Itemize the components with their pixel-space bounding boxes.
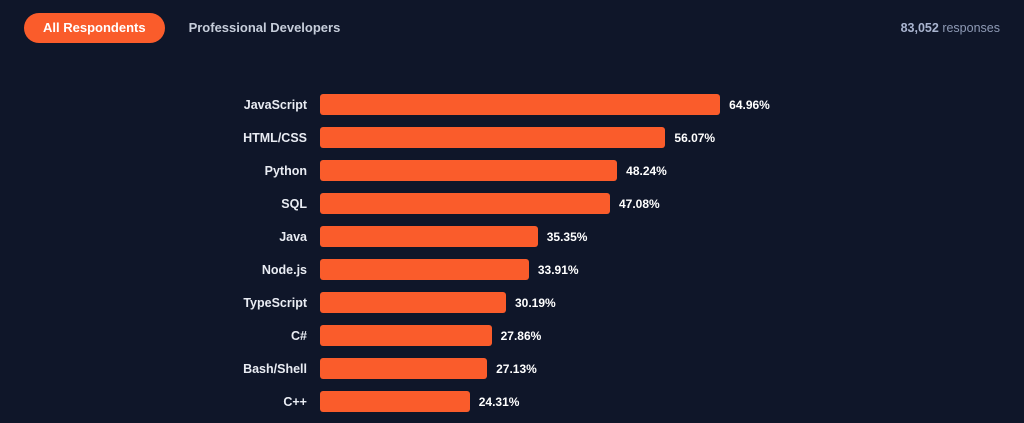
tab-all-respondents[interactable]: All Respondents	[24, 12, 165, 43]
bar-area: 30.19%	[320, 292, 1024, 313]
tab-professional-developers[interactable]: Professional Developers	[189, 13, 341, 43]
bar-area: 27.13%	[320, 358, 1024, 379]
bar-track: 24.31%	[320, 391, 936, 412]
bar-area: 35.35%	[320, 226, 1024, 247]
bar-label: Python	[264, 163, 307, 178]
responses-label: responses	[942, 20, 1000, 35]
bar-value: 48.24%	[626, 163, 667, 178]
bar-label: Java	[279, 229, 307, 244]
bar-label: HTML/CSS	[243, 130, 307, 145]
bar	[320, 325, 492, 346]
bar-value: 64.96%	[729, 97, 770, 112]
bar-value: 47.08%	[619, 196, 660, 211]
bar-track: 56.07%	[320, 127, 936, 148]
chart-row: TypeScript 30.19%	[0, 286, 1024, 319]
chart-row: Node.js 33.91%	[0, 253, 1024, 286]
bar-area: 48.24%	[320, 160, 1024, 181]
chart-row: Java 35.35%	[0, 220, 1024, 253]
bar-area: 47.08%	[320, 193, 1024, 214]
bar-value: 56.07%	[674, 130, 716, 145]
bar	[320, 94, 721, 115]
chart-row: Bash/Shell 27.13%	[0, 352, 1024, 385]
bar-area: 24.31%	[320, 391, 1024, 412]
bar-track: 30.19%	[320, 292, 936, 313]
bar	[320, 127, 666, 148]
bar-area: 27.86%	[320, 325, 1024, 346]
chart-row: HTML/CSS 56.07%	[0, 121, 1024, 154]
bar-value: 35.35%	[546, 229, 588, 244]
bar-track: 27.86%	[320, 325, 936, 346]
chart-row: Python 48.24%	[0, 154, 1024, 187]
bar-label: TypeScript	[243, 295, 307, 310]
bar-track: 33.91%	[320, 259, 936, 280]
bar-label: SQL	[281, 196, 307, 211]
bar	[320, 358, 488, 379]
bar-value: 30.19%	[514, 295, 556, 310]
bar-track: 27.13%	[320, 358, 936, 379]
bar-track: 64.96%	[320, 94, 936, 115]
bar	[320, 193, 610, 214]
chart-row: C++ 24.31%	[0, 385, 1024, 418]
bar-area: 56.07%	[320, 127, 1024, 148]
responses-count: 83,052	[900, 20, 939, 35]
bar	[320, 160, 618, 181]
bar-area: 33.91%	[320, 259, 1024, 280]
header: All Respondents Professional Developers …	[0, 0, 1024, 44]
bar	[320, 226, 538, 247]
bar-label: JavaScript	[243, 97, 307, 112]
bar	[320, 391, 470, 412]
chart-row: C# 27.86%	[0, 319, 1024, 352]
chart-row: JavaScript 64.96%	[0, 88, 1024, 121]
bar-value: 27.13%	[496, 361, 537, 376]
chart-row: SQL 47.08%	[0, 187, 1024, 220]
bar-track: 47.08%	[320, 193, 936, 214]
bar-label: C#	[291, 328, 307, 343]
bar-chart: JavaScript 64.96% HTML/CSS 56.07% Python…	[0, 44, 1024, 418]
bar-label: C++	[283, 394, 307, 409]
bar	[320, 292, 506, 313]
responses-summary: 83,052 responses	[901, 21, 1000, 35]
bar	[320, 259, 529, 280]
bar-value: 24.31%	[478, 394, 520, 409]
bar-value: 27.86%	[500, 328, 542, 343]
bar-label: Node.js	[261, 262, 307, 277]
bar-area: 64.96%	[320, 94, 1024, 115]
bar-label: Bash/Shell	[243, 361, 307, 376]
bar-track: 35.35%	[320, 226, 936, 247]
bar-track: 48.24%	[320, 160, 936, 181]
bar-value: 33.91%	[537, 262, 579, 277]
